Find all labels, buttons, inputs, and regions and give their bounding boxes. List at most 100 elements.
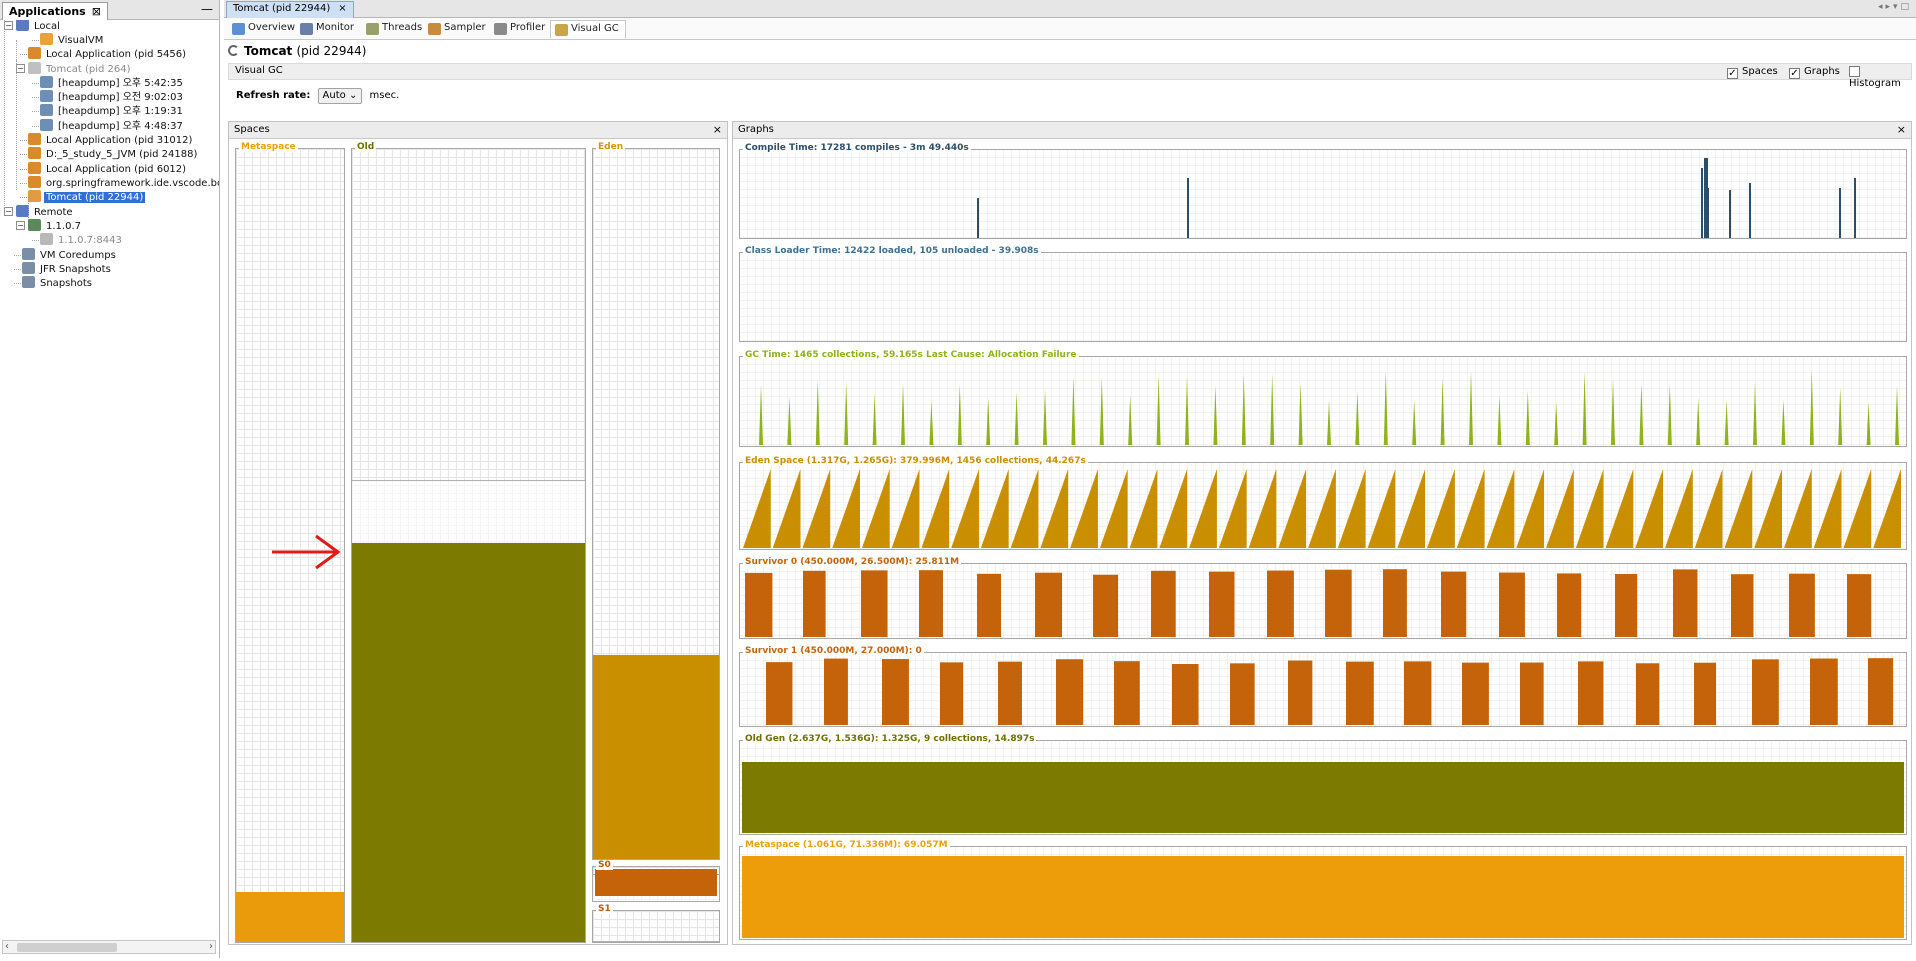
tree-node-label: Snapshots [40, 278, 92, 289]
gc-spike [1525, 390, 1530, 445]
tree-node[interactable]: Tomcat (pid 264) [28, 62, 133, 76]
main-area: Tomcat (pid 22944) × ◂▸▾□ Overview Monitor… [224, 0, 1916, 961]
tab-label: Visual GC [571, 23, 619, 34]
gc-spike [1440, 377, 1445, 445]
close-icon[interactable]: × [338, 3, 347, 14]
graph-label: Eden Space (1.317G, 1.265G): 379.996M, 1… [743, 456, 1088, 466]
scroll-left-icon[interactable]: ‹ [5, 941, 9, 952]
tree-node[interactable]: [heapdump] 오전 9:02:03 [40, 90, 185, 104]
spaces-panel-header: Spaces × [229, 122, 727, 139]
tree-node[interactable]: VisualVM [40, 33, 105, 47]
eden-sawtooth [1546, 469, 1574, 548]
gc-spike [1724, 399, 1729, 445]
document-tab[interactable]: Tomcat (pid 22944) × [226, 1, 354, 18]
tree-connector [32, 111, 39, 112]
tree-node[interactable]: org.springframework.ide.vscode.boot.a [28, 176, 219, 190]
tree-node[interactable]: JFR Snapshots [22, 262, 113, 276]
tab-label: Threads [382, 22, 423, 33]
checkbox-label: Histogram [1849, 78, 1901, 89]
graphs-checkbox[interactable]: ✓ Graphs [1789, 66, 1840, 79]
compile-spike [1187, 178, 1189, 238]
gc-spike [1327, 399, 1331, 445]
eden-sawtooth [1813, 469, 1842, 548]
eden-sawtooth [1427, 469, 1455, 548]
graph-canvas [739, 149, 1907, 239]
survivor-block [1441, 571, 1467, 637]
gc-spike [1128, 394, 1133, 445]
space-old: Old [351, 142, 586, 943]
tree-node[interactable]: Remote [16, 205, 75, 219]
refresh-rate-select[interactable]: Auto ⌄ [317, 88, 363, 104]
tab-threads[interactable]: Threads [362, 20, 428, 39]
tab-profiler[interactable]: Profiler [490, 20, 551, 39]
survivor-block [1267, 570, 1294, 637]
tab-monitor[interactable]: Monitor [296, 20, 360, 39]
tree-expander-icon[interactable]: − [16, 64, 25, 73]
close-icon[interactable]: × [712, 123, 722, 136]
tree-node[interactable]: [heapdump] 오후 1:19:31 [40, 104, 185, 118]
overview-icon [232, 23, 245, 35]
tree-node[interactable]: Snapshots [22, 276, 94, 290]
tree-node[interactable]: Tomcat (pid 22944) [28, 190, 146, 204]
close-icon[interactable]: ⊠ [91, 5, 101, 18]
gc-spike [1241, 374, 1246, 445]
gc-spike [1099, 376, 1104, 445]
graph-label: Old Gen (2.637G, 1.536G): 1.325G, 9 coll… [743, 734, 1037, 744]
survivor-block [1694, 662, 1717, 725]
eden-sawtooth [1070, 469, 1098, 548]
gc-spike [1270, 373, 1275, 445]
scrollbar-thumb[interactable] [17, 943, 117, 952]
tree-expander-icon[interactable]: − [4, 21, 13, 30]
tree-node[interactable]: [heapdump] 오후 5:42:35 [40, 76, 185, 90]
space-label: Eden [596, 142, 626, 152]
tab-label: Profiler [510, 22, 546, 33]
graph-label: Compile Time: 17281 compiles - 3m 49.440… [743, 143, 971, 153]
tree-node[interactable]: [heapdump] 오후 4:48:37 [40, 119, 185, 133]
tree-node[interactable]: 1.1.0.7:8443 [40, 233, 124, 247]
tree-node[interactable]: VM Coredumps [22, 248, 118, 262]
survivor-block [1731, 574, 1754, 637]
tree-node-label: Local [34, 21, 60, 32]
minimize-icon[interactable]: — [201, 2, 213, 16]
space-s1: S1 [592, 904, 720, 943]
eden-sawtooth [1516, 469, 1545, 548]
tree-node-label: [heapdump] 오전 9:02:03 [58, 92, 183, 103]
spaces-checkbox[interactable]: ✓ Spaces [1727, 66, 1778, 79]
tab-overview[interactable]: Overview [228, 20, 301, 39]
survivor-block [824, 658, 848, 725]
eden-sawtooth [980, 469, 1009, 548]
applications-tab[interactable]: Applications ⊠ [2, 2, 108, 20]
jfr-icon [22, 262, 35, 274]
tree-node[interactable]: Local [16, 20, 62, 33]
gc-spike [1071, 376, 1076, 445]
tree-node[interactable]: D:_5_study_5_JVM (pid 24188) [28, 147, 199, 161]
eden-sawtooth [1694, 469, 1723, 548]
horizontal-scrollbar[interactable]: ‹ › [2, 940, 216, 954]
tree-node[interactable]: Local Application (pid 31012) [28, 133, 194, 147]
tree-node[interactable]: Local Application (pid 6012) [28, 162, 188, 176]
tree-node[interactable]: 1.1.0.7 [28, 219, 83, 233]
graph-label: Metaspace (1.061G, 71.336M): 69.057M [743, 840, 950, 850]
tree-node-label: org.springframework.ide.vscode.boot.a [46, 178, 219, 189]
survivor-block [882, 659, 909, 725]
tree-connector [14, 255, 21, 256]
histogram-checkbox[interactable]: Histogram [1849, 66, 1911, 89]
checkbox-box: ✓ [1727, 68, 1738, 79]
tab-visual-gc[interactable]: Visual GC [550, 20, 626, 39]
close-icon[interactable]: × [1896, 123, 1906, 136]
tab-sampler[interactable]: Sampler [424, 20, 492, 39]
tree-connector [20, 197, 27, 198]
tree-node[interactable]: Local Application (pid 5456) [28, 47, 188, 61]
tree-node-label: Tomcat (pid 22944) [44, 192, 146, 203]
gc-spike [1298, 382, 1303, 445]
tab-navigation-icons[interactable]: ◂▸▾□ [1877, 2, 1912, 12]
scroll-right-icon[interactable]: › [209, 941, 213, 952]
tree-expander-icon[interactable]: − [4, 207, 13, 216]
spaces-panel: Spaces × Metaspace Old Eden S0 S1 [228, 121, 728, 945]
tree-expander-icon[interactable]: − [16, 221, 25, 230]
survivor-block [766, 662, 793, 725]
eden-sawtooth [1575, 469, 1604, 548]
compile-spike [1704, 158, 1708, 238]
gc-spike [872, 393, 877, 445]
tree-node-label: VisualVM [58, 35, 104, 46]
